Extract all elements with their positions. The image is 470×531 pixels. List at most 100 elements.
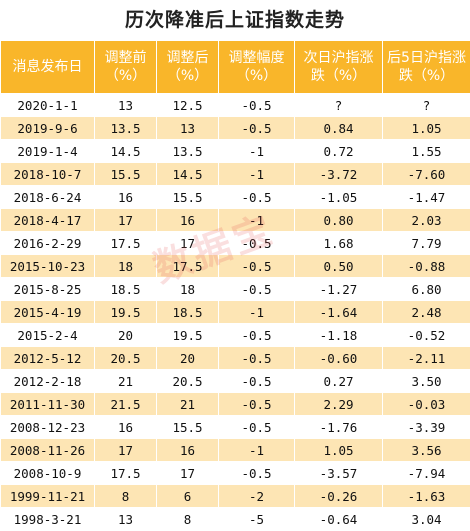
cell-date: 1998-3-21 xyxy=(1,508,95,531)
cell-next-day: 0.84 xyxy=(295,117,383,140)
cell-before: 17 xyxy=(95,209,157,232)
cell-next-5-days: -7.94 xyxy=(383,462,470,485)
cell-next-5-days: 2.48 xyxy=(383,301,470,324)
cell-next-day: -1.05 xyxy=(295,186,383,209)
cell-change: -0.5 xyxy=(219,232,295,255)
cell-next-5-days: 1.05 xyxy=(383,117,470,140)
cell-before: 21.5 xyxy=(95,393,157,416)
cell-after: 16 xyxy=(157,439,219,462)
cell-after: 13 xyxy=(157,117,219,140)
cell-before: 20 xyxy=(95,324,157,347)
cell-before: 18 xyxy=(95,255,157,278)
cell-next-5-days: 7.79 xyxy=(383,232,470,255)
cell-date: 1999-11-21 xyxy=(1,485,95,508)
cell-next-5-days: 6.80 xyxy=(383,278,470,301)
cell-next-5-days: ? xyxy=(383,94,470,117)
cell-before: 15.5 xyxy=(95,163,157,186)
cell-after: 8 xyxy=(157,508,219,531)
column-header-next-5-days: 后5日沪指涨跌（%） xyxy=(383,41,470,94)
cell-date: 2008-11-26 xyxy=(1,439,95,462)
cell-after: 13.5 xyxy=(157,140,219,163)
cell-next-day: 0.72 xyxy=(295,140,383,163)
cell-before: 19.5 xyxy=(95,301,157,324)
cell-after: 15.5 xyxy=(157,416,219,439)
cell-date: 2018-6-24 xyxy=(1,186,95,209)
cell-before: 17.5 xyxy=(95,462,157,485)
cell-next-day: -3.72 xyxy=(295,163,383,186)
cell-change: -2 xyxy=(219,485,295,508)
cell-date: 2012-5-12 xyxy=(1,347,95,370)
cell-next-5-days: -2.11 xyxy=(383,347,470,370)
cell-next-5-days: -3.39 xyxy=(383,416,470,439)
cell-change: -0.5 xyxy=(219,186,295,209)
cell-date: 2019-1-4 xyxy=(1,140,95,163)
header-row: 消息发布日 调整前（%） 调整后（%） 调整幅度（%） 次日沪指涨跌（%） 后5… xyxy=(1,41,470,94)
column-header-before: 调整前（%） xyxy=(95,41,157,94)
cell-next-day: 2.29 xyxy=(295,393,383,416)
cell-change: -0.5 xyxy=(219,255,295,278)
cell-next-day: -0.26 xyxy=(295,485,383,508)
cell-next-day: -1.27 xyxy=(295,278,383,301)
cell-date: 2011-11-30 xyxy=(1,393,95,416)
cell-next-day: 0.50 xyxy=(295,255,383,278)
cell-change: -1 xyxy=(219,163,295,186)
cell-next-5-days: -1.47 xyxy=(383,186,470,209)
cell-after: 17.5 xyxy=(157,255,219,278)
cell-date: 2016-2-29 xyxy=(1,232,95,255)
cell-after: 17 xyxy=(157,462,219,485)
cell-change: -1 xyxy=(219,140,295,163)
cell-change: -1 xyxy=(219,209,295,232)
cell-date: 2015-10-23 xyxy=(1,255,95,278)
page-title: 历次降准后上证指数走势 xyxy=(0,0,470,40)
cell-date: 2015-2-4 xyxy=(1,324,95,347)
column-header-after: 调整后（%） xyxy=(157,41,219,94)
cell-after: 17 xyxy=(157,232,219,255)
table-figure: 历次降准后上证指数走势 消息发布日 调整前（%） 调整后（%） 调整幅度（%） … xyxy=(0,0,470,489)
data-table: 消息发布日 调整前（%） 调整后（%） 调整幅度（%） 次日沪指涨跌（%） 后5… xyxy=(0,40,470,531)
cell-after: 6 xyxy=(157,485,219,508)
cell-next-day: -0.64 xyxy=(295,508,383,531)
cell-after: 18.5 xyxy=(157,301,219,324)
cell-before: 14.5 xyxy=(95,140,157,163)
cell-after: 12.5 xyxy=(157,94,219,117)
cell-after: 21 xyxy=(157,393,219,416)
cell-date: 2018-4-17 xyxy=(1,209,95,232)
cell-next-day: 1.05 xyxy=(295,439,383,462)
cell-before: 13.5 xyxy=(95,117,157,140)
cell-next-5-days: -0.03 xyxy=(383,393,470,416)
cell-before: 8 xyxy=(95,485,157,508)
cell-next-day: -1.64 xyxy=(295,301,383,324)
cell-after: 19.5 xyxy=(157,324,219,347)
cell-next-5-days: 3.50 xyxy=(383,370,470,393)
cell-change: -0.5 xyxy=(219,393,295,416)
cell-next-5-days: 3.04 xyxy=(383,508,470,531)
cell-change: -0.5 xyxy=(219,278,295,301)
cell-change: -0.5 xyxy=(219,324,295,347)
cell-next-day: -3.57 xyxy=(295,462,383,485)
cell-change: -0.5 xyxy=(219,347,295,370)
cell-change: -1 xyxy=(219,301,295,324)
cell-next-5-days: -1.63 xyxy=(383,485,470,508)
cell-change: -0.5 xyxy=(219,370,295,393)
column-header-next-day: 次日沪指涨跌（%） xyxy=(295,41,383,94)
cell-before: 21 xyxy=(95,370,157,393)
cell-next-day: ? xyxy=(295,94,383,117)
cell-before: 13 xyxy=(95,94,157,117)
cell-before: 18.5 xyxy=(95,278,157,301)
cell-after: 18 xyxy=(157,278,219,301)
cell-date: 2020-1-1 xyxy=(1,94,95,117)
cell-before: 16 xyxy=(95,186,157,209)
